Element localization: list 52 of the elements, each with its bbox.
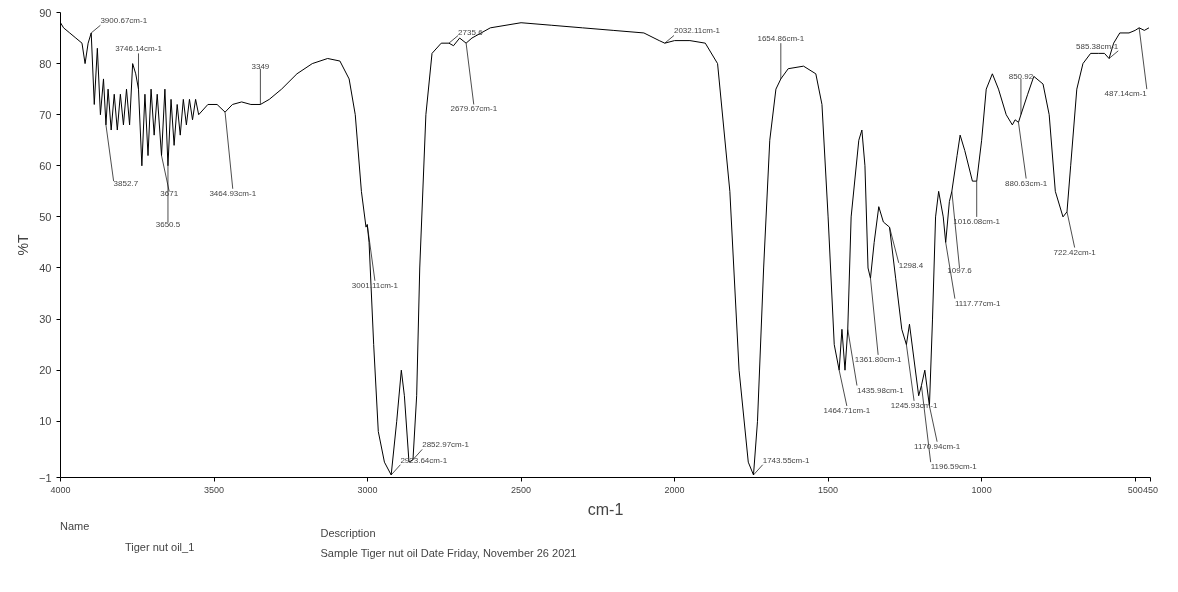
annotation: 1170.94cm-1 xyxy=(914,441,961,451)
annotation: 1464.71cm-1 xyxy=(823,405,871,415)
x-tick-label: 2500 xyxy=(511,484,532,495)
y-tick-label: 90 xyxy=(39,6,52,19)
annotation: 3650.5 xyxy=(155,220,181,230)
y-axis-title: %T xyxy=(14,234,31,256)
y-tick-label: 10 xyxy=(39,415,52,428)
x-tick-label: 4000 xyxy=(50,484,71,495)
annotation: 2852.97cm-1 xyxy=(422,440,470,450)
x-tick-label: 500 xyxy=(1127,484,1143,495)
annotation: 722.42cm-1 xyxy=(1053,247,1097,257)
annotation: 1196.59cm-1 xyxy=(930,462,978,472)
annotation: 1117.77cm-1 xyxy=(954,298,1001,308)
annotation: 487.14cm-1 xyxy=(1104,89,1148,99)
annotation: 1435.98cm-1 xyxy=(856,385,905,395)
annotation: 3900.67cm-1 xyxy=(100,16,148,26)
annotation: 1097.6 xyxy=(947,265,973,275)
y-tick-label: 80 xyxy=(39,57,52,70)
annotation: 1654.86cm-1 xyxy=(757,34,805,44)
x-tick-label: 1500 xyxy=(818,484,839,495)
text: Description xyxy=(320,526,376,539)
annotation: 2735.6 xyxy=(458,28,484,38)
annotation: 880.63cm-1 xyxy=(1005,178,1048,188)
text: Tiger nut oil_1 xyxy=(125,541,195,553)
y-tick-label: 30 xyxy=(39,313,52,326)
text: Sample Tiger nut oil Date Friday, November 26 2021 xyxy=(320,546,577,559)
y-tick-label: 50 xyxy=(39,210,52,223)
x-tick-label: 450 xyxy=(1142,484,1159,495)
x-tick-label: 3000 xyxy=(357,484,378,495)
x-tick-label: 1000 xyxy=(971,484,992,495)
annotation: 2679.67cm-1 xyxy=(450,104,498,114)
y-tick-label: 40 xyxy=(39,261,52,274)
y-tick-label: −1 xyxy=(38,471,52,484)
annotation: 3671 xyxy=(160,189,179,199)
x-tick-label: 3500 xyxy=(204,484,225,495)
annotation: 3746.14cm-1 xyxy=(115,44,163,54)
annotation: 2923.64cm-1 xyxy=(400,455,448,465)
annotation: 1298.4 xyxy=(898,260,924,270)
annotation: 1016.08cm-1 xyxy=(953,216,1001,226)
x-axis-title: cm-1 xyxy=(587,500,624,518)
y-tick-label: 20 xyxy=(39,364,52,377)
annotation: 1361.80cm-1 xyxy=(854,354,903,364)
y-tick-label: 70 xyxy=(39,108,52,121)
annotation: 3349 xyxy=(251,61,270,71)
annotation: 850.92 xyxy=(1008,71,1034,81)
annotation: 1743.55cm-1 xyxy=(762,455,810,465)
legend-title: Name xyxy=(60,520,91,532)
annotation: 3852.7 xyxy=(113,179,139,189)
y-tick-label: 60 xyxy=(39,159,52,172)
x-tick-label: 2000 xyxy=(664,484,685,495)
annotation: 2032.11cm-1 xyxy=(673,26,721,36)
annotation: 3464.93cm-1 xyxy=(209,188,257,198)
